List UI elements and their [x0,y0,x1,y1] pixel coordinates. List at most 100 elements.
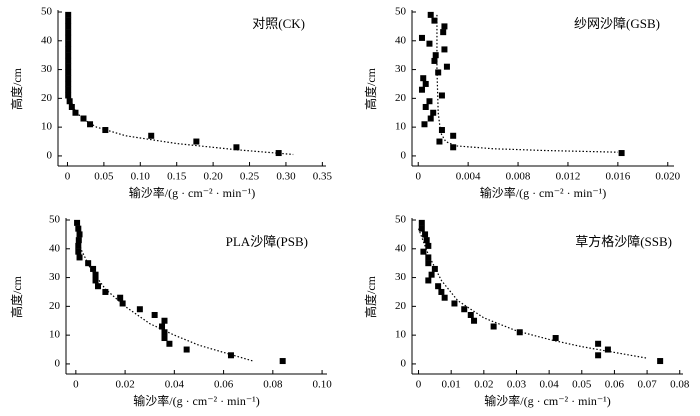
y-tick-label: 50 [41,6,53,18]
point [90,265,97,272]
point [166,340,173,347]
x-tick-label: 0.06 [214,379,234,391]
point [431,17,438,24]
point [436,138,443,145]
y-tick-label: 30 [49,271,61,283]
y-tick-label: 0 [401,149,407,161]
point [161,329,168,336]
point [76,254,83,261]
point [65,23,72,30]
point [420,248,427,255]
point [427,11,434,18]
point [441,23,448,30]
y-tick-label: 30 [41,63,53,75]
point [75,248,82,255]
y-tick-label: 30 [395,271,407,283]
point [426,98,433,105]
point [161,317,168,324]
x-tick-label: 0.04 [540,379,560,391]
point [425,242,432,249]
point [435,283,442,290]
point [418,225,425,232]
y-tick-label: 40 [41,34,53,46]
point [193,138,200,145]
point [117,294,124,301]
point [233,144,240,151]
x-tick-label: 0 [415,171,421,183]
x-axis-label: 输沙率/(g · cm⁻² · min⁻¹) [129,185,256,200]
y-tick-label: 20 [395,300,407,312]
y-tick-label: 10 [395,121,407,133]
point [102,127,109,134]
point [604,346,611,353]
point [421,121,428,128]
x-tick-label: 0 [416,379,422,391]
point [65,46,72,53]
point [87,121,94,128]
point [595,340,602,347]
point [119,300,126,307]
point [74,219,81,226]
y-tick-label: 0 [47,149,53,161]
point [618,150,625,157]
x-tick-label: 0.08 [670,379,690,391]
y-tick-label: 20 [49,300,61,312]
x-tick-label: 0.004 [456,171,481,183]
point [275,150,282,157]
panel: 0 0.01 0.02 0.03 0.04 0.05 0.06 0.07 0.08 0 10 20 30… [363,214,690,408]
x-tick-label: 0.012 [556,171,581,183]
y-tick-label: 40 [395,34,407,46]
x-tick-label: 0 [73,379,79,391]
x-axis-label: 输沙率/(g · cm⁻² · min⁻¹) [484,393,611,408]
point [183,346,190,353]
y-tick-label: 10 [49,329,61,341]
point [425,277,432,284]
x-tick-label: 0.35 [313,171,333,183]
point [418,34,425,41]
y-tick-label: 30 [395,63,407,75]
x-tick-label: 0.30 [276,171,296,183]
x-tick-label: 0.10 [131,171,151,183]
chart-title: 对照(CK) [252,16,305,31]
point [595,352,602,359]
point [425,260,432,267]
x-tick-label: 0.01 [442,379,461,391]
chart-title: 草方格沙障(SSB) [575,234,672,249]
x-tick-label: 0.02 [115,379,134,391]
y-tick-label: 50 [49,214,61,226]
x-tick-label: 0.05 [94,171,114,183]
y-axis-label: 高度/cm [363,67,378,110]
y-tick-label: 50 [395,6,407,18]
chart-title: PLA沙障(PSB) [226,234,308,249]
point [438,288,445,295]
point [75,225,82,232]
point [92,277,99,284]
point [65,63,72,70]
point [451,300,458,307]
point [65,34,72,41]
y-tick-label: 40 [395,242,407,254]
point [431,57,438,64]
point [443,63,450,70]
x-tick-label: 0.03 [507,379,527,391]
y-tick-label: 0 [401,357,407,369]
point [95,283,102,290]
point [441,294,448,301]
y-tick-label: 0 [55,357,61,369]
point [516,329,523,336]
point [427,115,434,122]
point [438,92,445,99]
point [102,288,109,295]
point [65,29,72,36]
x-tick-label: 0.04 [165,379,185,391]
x-tick-label: 0.07 [637,379,657,391]
point [461,306,468,313]
point [159,323,166,330]
x-tick-label: 0.020 [655,171,680,183]
point [441,46,448,53]
x-tick-label: 0.02 [474,379,493,391]
point [425,254,432,261]
point [76,231,83,238]
point [148,132,155,139]
